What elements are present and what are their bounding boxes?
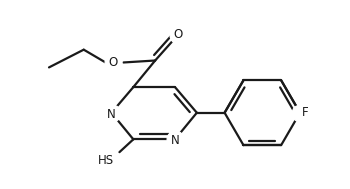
Text: N: N <box>171 134 179 147</box>
Text: N: N <box>107 108 116 121</box>
Text: F: F <box>302 106 309 119</box>
Text: O: O <box>109 56 118 69</box>
Text: O: O <box>173 28 183 41</box>
Text: HS: HS <box>98 153 114 167</box>
